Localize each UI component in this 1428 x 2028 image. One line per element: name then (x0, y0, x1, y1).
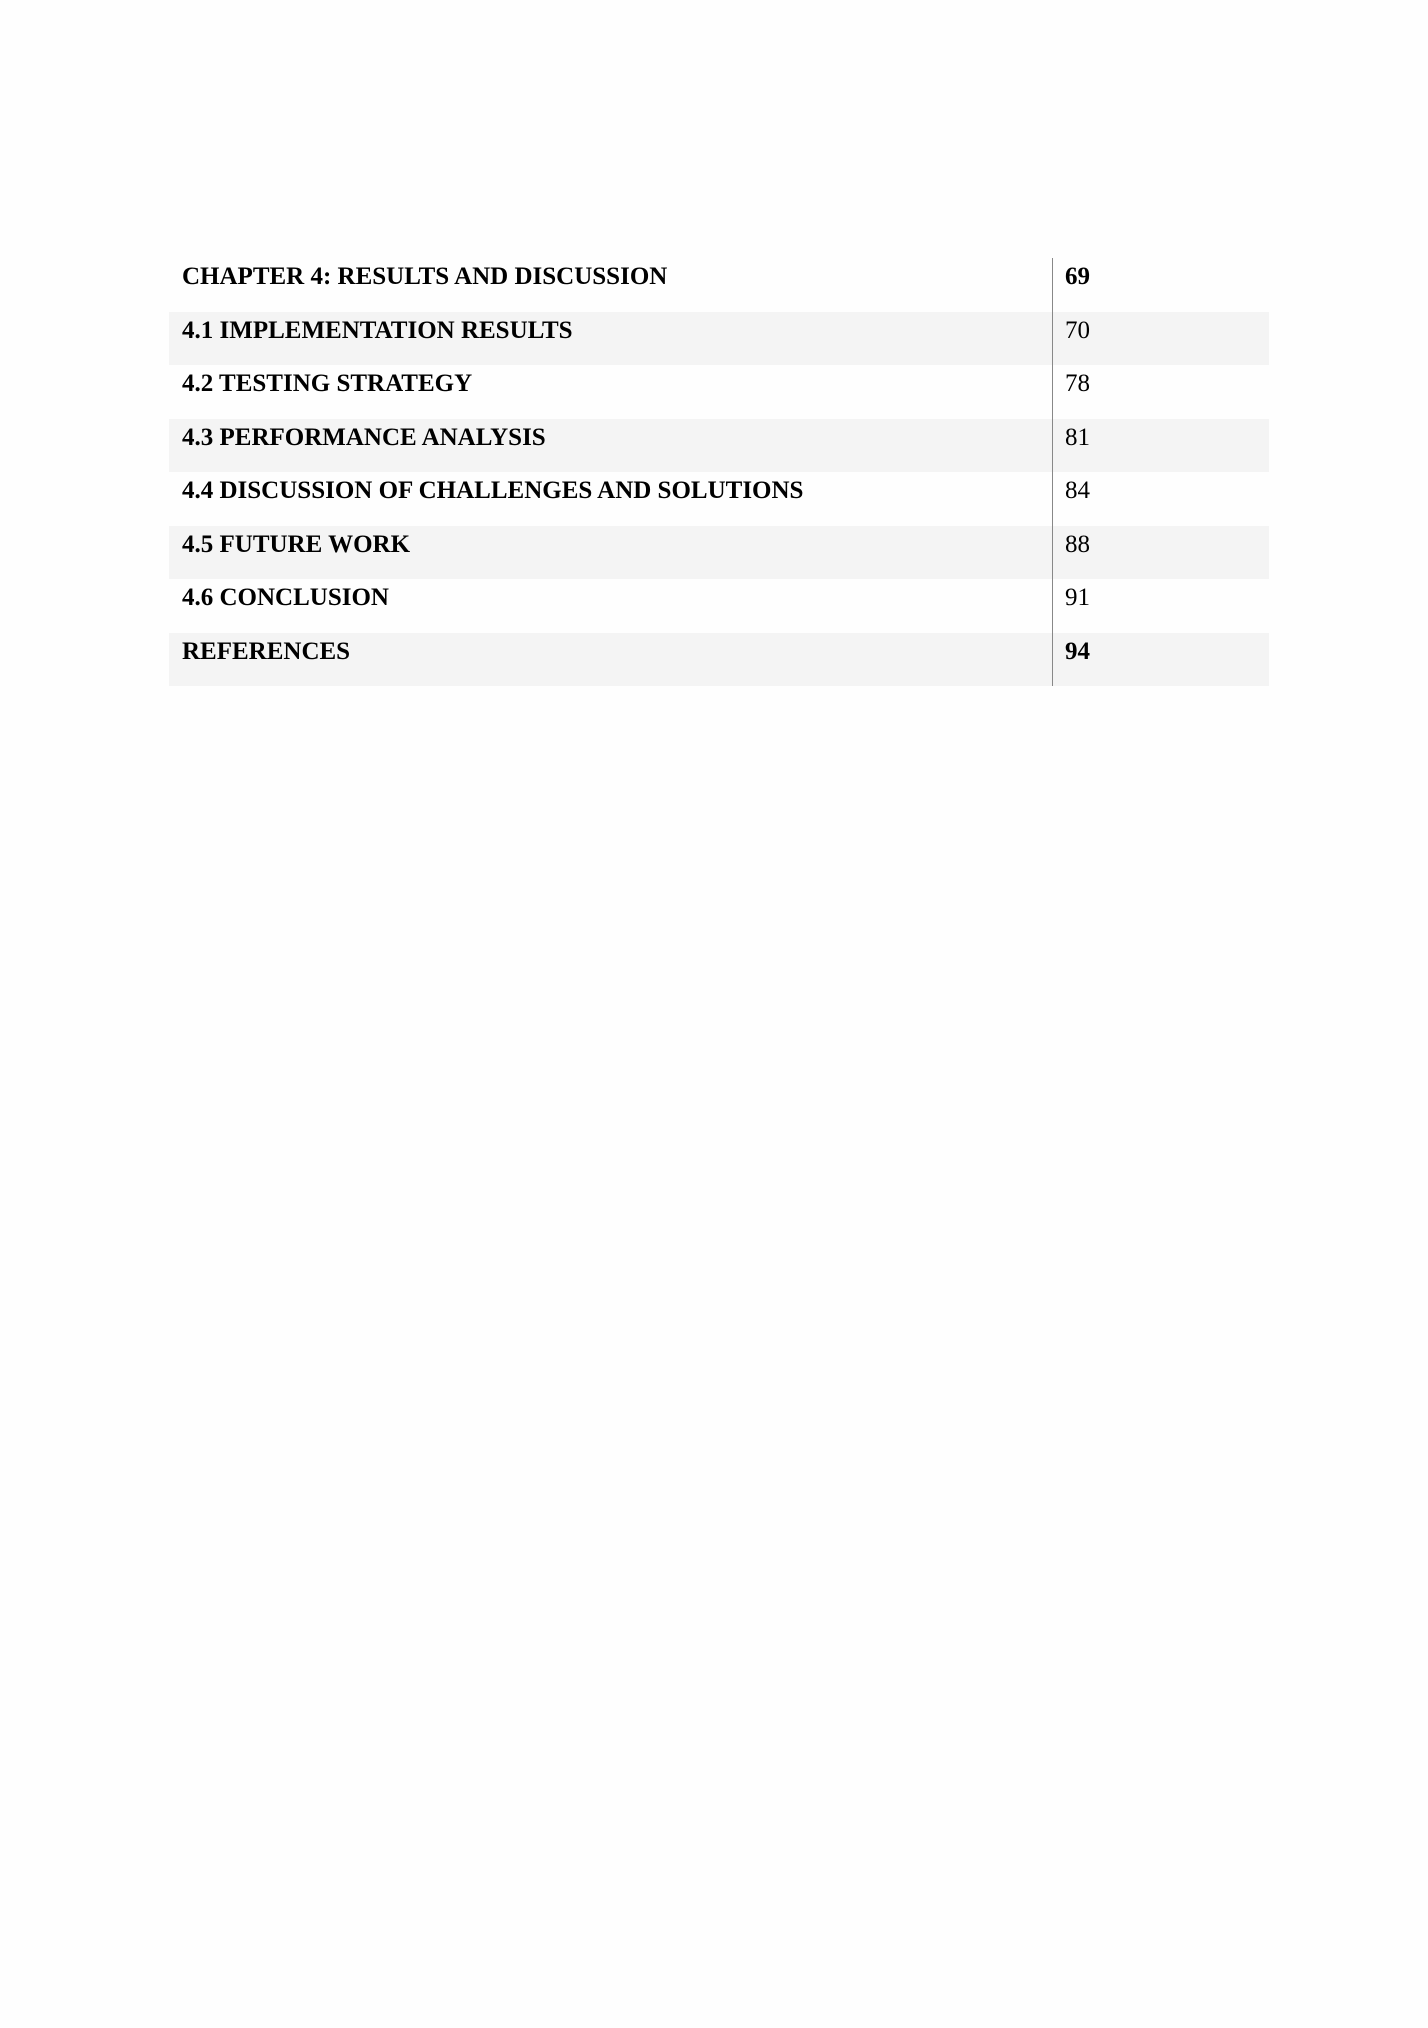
toc-title: 4.3 PERFORMANCE ANALYSIS (182, 423, 546, 451)
toc-row: 4.1 IMPLEMENTATION RESULTS 70 (169, 311, 1269, 365)
toc-page: 94 (1052, 632, 1269, 686)
toc-title: 4.1 IMPLEMENTATION RESULTS (182, 316, 573, 344)
toc-row: 4.4 DISCUSSION OF CHALLENGES AND SOLUTIO… (169, 472, 1269, 526)
toc-page: 84 (1052, 472, 1269, 526)
toc-title: REFERENCES (182, 637, 351, 665)
toc-row: 4.5 FUTURE WORK 88 (169, 525, 1269, 579)
toc-page: 70 (1052, 311, 1269, 365)
table-of-contents: CHAPTER 4: RESULTS AND DISCUSSION 69 4.1 … (169, 258, 1269, 686)
toc-title: 4.2 TESTING STRATEGY (182, 370, 473, 397)
toc-row: 4.2 TESTING STRATEGY 78 (169, 365, 1269, 419)
toc-row: 4.6 CONCLUSION 91 (169, 579, 1269, 633)
toc-row: CHAPTER 4: RESULTS AND DISCUSSION 69 (169, 258, 1269, 312)
toc-title: 4.4 DISCUSSION OF CHALLENGES AND SOLUTIO… (182, 477, 804, 504)
toc-page: 88 (1052, 525, 1269, 579)
toc-row: REFERENCES 94 (169, 632, 1269, 686)
toc-title: 4.6 CONCLUSION (182, 584, 389, 611)
toc-page: 78 (1052, 365, 1269, 419)
toc-row: 4.3 PERFORMANCE ANALYSIS 81 (169, 418, 1269, 472)
toc-title: CHAPTER 4: RESULTS AND DISCUSSION (182, 263, 668, 290)
toc-page: 81 (1052, 418, 1269, 472)
toc-title: 4.5 FUTURE WORK (182, 530, 411, 558)
toc-page: 69 (1052, 258, 1269, 312)
toc-page: 91 (1052, 579, 1269, 633)
